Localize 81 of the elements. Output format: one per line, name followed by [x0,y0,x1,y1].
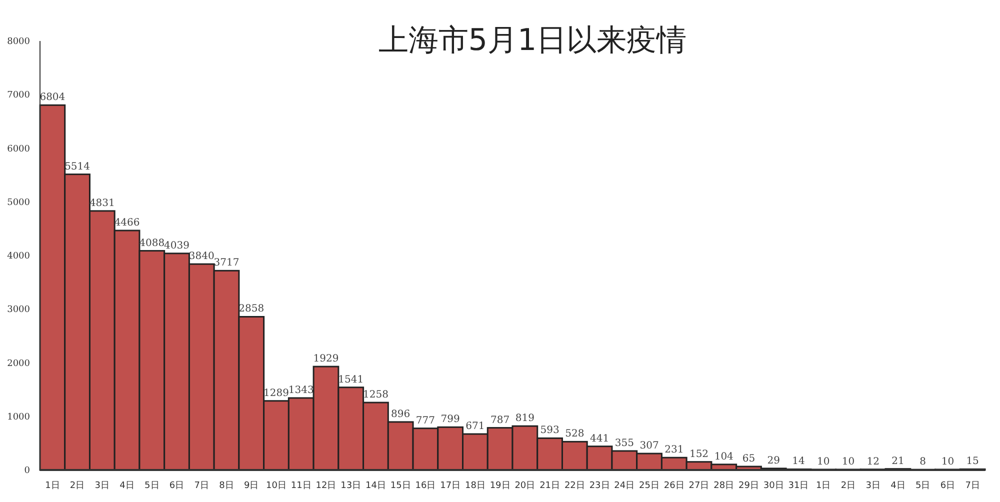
chart-title: 上海市5月1日以来疫情 [378,23,687,58]
x-tick-label: 7日 [194,481,210,491]
x-tick-label: 8日 [219,481,234,491]
data-label: 14 [792,456,805,468]
data-label: 1289 [264,388,289,399]
x-tick-label: 15日 [390,481,411,491]
data-label: 1541 [338,374,364,386]
data-label: 777 [416,415,436,426]
data-label: 29 [767,455,780,466]
data-label: 231 [664,444,684,456]
data-label: 671 [466,421,485,432]
data-label: 593 [540,425,560,436]
y-tick-label: 3000 [7,305,30,316]
x-tick-label: 11日 [290,481,312,491]
x-tick-label: 4日 [120,481,134,491]
y-tick-label: 6000 [7,144,30,154]
data-label: 819 [515,413,534,424]
x-tick-label: 5日 [915,481,930,491]
x-tick-label: 5日 [144,481,160,491]
data-label: 8 [920,456,926,468]
data-label: 1258 [362,390,388,401]
data-label: 307 [640,440,659,452]
x-tick-label: 1日 [816,481,831,491]
x-tick-label: 23日 [589,481,610,491]
data-label: 4039 [164,240,190,252]
data-label: 799 [440,414,460,426]
x-tick-label: 30日 [763,481,784,491]
x-tick-label: 21日 [540,481,560,491]
data-label: 10 [816,456,830,468]
x-tick-label: 3日 [94,481,110,491]
y-tick-label: 8000 [7,37,30,47]
data-label: 6804 [40,92,66,104]
data-label: 896 [391,408,410,420]
data-label: 3717 [214,258,240,269]
x-tick-label: 2日 [840,481,856,491]
y-tick-label: 4000 [7,252,30,262]
data-label: 441 [590,433,610,444]
x-tick-label: 7日 [965,481,980,491]
x-tick-label: 1日 [45,481,60,491]
data-label: 21 [892,456,904,467]
x-tick-label: 9日 [244,481,259,491]
x-tick-label: 18日 [464,481,486,491]
x-tick-label: 6日 [169,481,184,491]
x-tick-label: 10日 [266,481,286,491]
data-label: 5514 [64,161,90,172]
y-tick-label: 7000 [7,90,30,101]
data-label: 355 [614,438,634,449]
data-label: 10 [842,456,855,468]
y-tick-label: 2000 [7,358,30,369]
x-tick-label: 26日 [664,481,684,491]
x-tick-label: 16日 [415,481,436,491]
y-tick-label: 5000 [7,198,30,208]
x-tick-label: 2日 [70,481,85,491]
x-tick-label: 4日 [890,481,906,491]
data-label: 65 [742,454,756,465]
x-tick-label: 31日 [788,481,809,491]
x-tick-label: 22日 [564,481,585,491]
x-tick-label: 27日 [688,481,710,491]
y-tick-label: 1000 [7,412,30,422]
x-tick-label: 13日 [340,481,362,491]
x-tick-label: 19日 [490,481,510,491]
y-tick-label: 0 [24,466,30,476]
x-tick-label: 25日 [639,481,660,491]
x-tick-label: 6日 [940,481,956,491]
x-tick-label: 20日 [514,481,536,491]
data-label: 15 [966,456,979,468]
data-label: 528 [565,428,584,440]
x-tick-label: 28日 [714,481,734,491]
data-label: 10 [941,456,954,468]
x-tick-label: 29日 [738,481,759,491]
data-label: 12 [866,456,880,468]
data-label: 1929 [313,354,339,365]
x-tick-label: 14日 [365,481,386,491]
x-tick-label: 12日 [316,481,336,491]
data-label: 1343 [288,384,314,396]
x-tick-label: 17日 [440,481,461,491]
x-tick-label: 24日 [614,481,635,491]
data-label: 104 [714,451,734,462]
x-tick-label: 3日 [866,481,880,491]
data-label: 787 [490,414,510,426]
data-label: 152 [689,448,709,460]
